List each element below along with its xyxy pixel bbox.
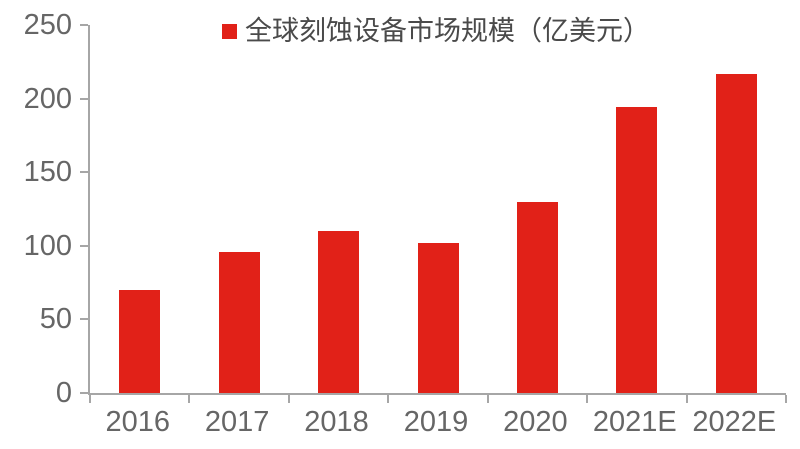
x-tick <box>785 395 787 403</box>
x-tick <box>89 395 91 403</box>
bar-2017 <box>218 251 260 393</box>
x-tick <box>586 395 589 403</box>
x-tick <box>387 395 390 403</box>
bar-2019 <box>417 242 459 393</box>
x-tick <box>188 395 191 403</box>
bar-2016 <box>119 289 161 393</box>
bar-2022E <box>715 73 757 393</box>
x-tick <box>287 395 290 403</box>
y-tick <box>80 24 88 26</box>
y-tick-label: 150 <box>23 156 72 189</box>
x-axis-label: 2019 <box>403 406 469 438</box>
x-axis-label: 2020 <box>503 406 568 438</box>
legend-label: 全球刻蚀设备市场规模（亿美元） <box>245 15 650 46</box>
y-tick <box>80 171 88 174</box>
y-tick-label: 50 <box>39 303 72 336</box>
y-tick-label: 250 <box>23 9 72 41</box>
y-tick-label: 0 <box>55 377 72 409</box>
x-axis-label: 2021E <box>592 406 677 438</box>
y-tick-label: 200 <box>23 82 72 115</box>
legend-swatch-icon <box>222 23 237 39</box>
y-tick-label: 100 <box>23 229 72 262</box>
x-axis-label: 2018 <box>304 406 369 438</box>
chart-legend: 全球刻蚀设备市场规模（亿美元） <box>88 14 784 48</box>
bar-2020 <box>516 201 558 393</box>
bar-2021E <box>616 107 658 393</box>
x-tick <box>486 395 489 403</box>
y-tick <box>80 97 88 100</box>
x-axis-label: 2017 <box>204 406 270 438</box>
y-tick <box>80 392 88 394</box>
x-axis-label: 2016 <box>105 406 170 438</box>
plot-area <box>80 24 787 403</box>
x-tick <box>685 395 688 403</box>
y-tick <box>80 318 88 321</box>
y-tick <box>80 244 88 247</box>
x-axis-label: 2022E <box>692 406 777 438</box>
bar-2018 <box>318 231 360 393</box>
